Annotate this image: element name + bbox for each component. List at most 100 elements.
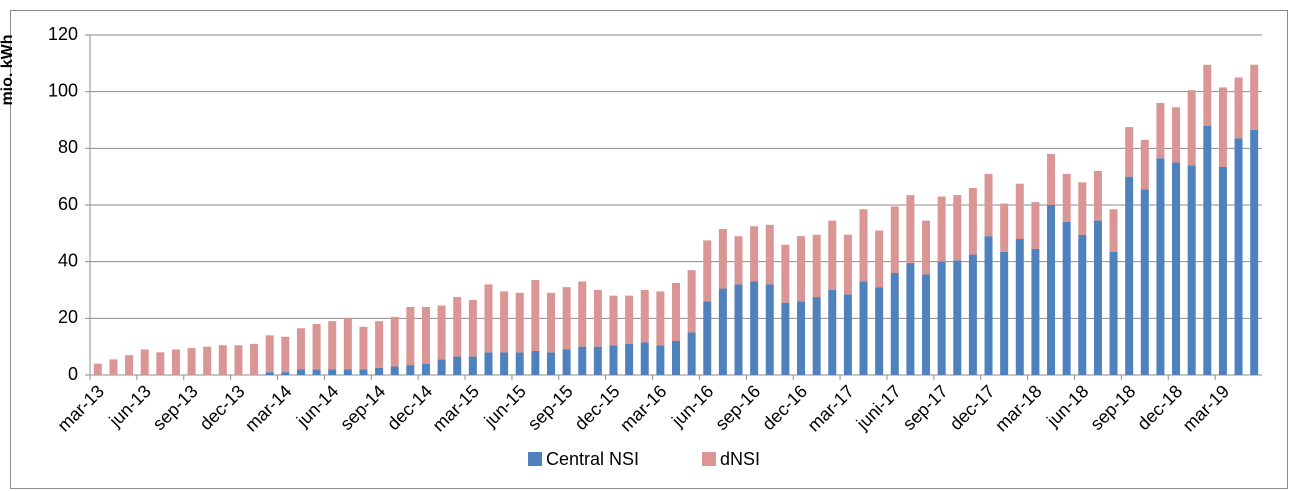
bar [734, 284, 743, 375]
bar [797, 236, 806, 302]
bar [1140, 189, 1149, 375]
bar [437, 359, 446, 375]
bar [546, 352, 555, 375]
bar [625, 295, 634, 344]
bar [1187, 90, 1196, 166]
bar [968, 254, 977, 375]
bar [1125, 127, 1134, 177]
x-tick-label: mar-18 [991, 381, 1045, 435]
bar [140, 349, 149, 375]
bar [578, 281, 587, 347]
bar [1109, 209, 1118, 252]
bar [109, 359, 118, 375]
bar [281, 336, 290, 373]
bar [672, 282, 680, 341]
bar [609, 295, 618, 346]
x-tick-label: dec-18 [1133, 381, 1186, 434]
x-tick-label: mar-14 [241, 381, 295, 435]
bar [468, 356, 477, 375]
y-axis-title: mio. kWh [0, 34, 16, 105]
y-tick-label: 100 [48, 80, 78, 100]
bar [968, 188, 977, 255]
bar [922, 220, 931, 275]
bar [421, 363, 430, 375]
x-tick-label: dec-14 [383, 381, 436, 434]
bar [640, 342, 649, 375]
bar [875, 230, 884, 288]
bar [1250, 129, 1259, 375]
bar [672, 341, 680, 375]
bar [546, 292, 555, 353]
bar [312, 324, 321, 370]
bar [562, 349, 571, 375]
bar [765, 224, 774, 285]
bar [203, 346, 212, 375]
bar [843, 234, 852, 295]
bar [437, 305, 446, 360]
bar [1078, 182, 1087, 235]
bar [171, 349, 180, 375]
bar [484, 352, 493, 375]
x-tick-label: dec-16 [758, 381, 811, 434]
x-tick-label: jun-15 [480, 381, 530, 431]
bar [1172, 162, 1181, 375]
bar [703, 240, 712, 302]
legend-label: dNSI [720, 449, 760, 469]
bar [890, 206, 899, 273]
x-tick-label: jun-16 [667, 381, 717, 431]
bar [531, 280, 540, 351]
x-tick-label: mar-19 [1179, 381, 1233, 435]
bar [609, 345, 618, 375]
x-tick-label: mar-15 [429, 381, 483, 435]
legend-swatch [702, 452, 716, 466]
bar [750, 281, 759, 375]
y-tick-label: 80 [58, 137, 78, 157]
bar [984, 236, 993, 375]
x-tick-label: jun-18 [1042, 381, 1092, 431]
bar [843, 294, 852, 375]
bar [1140, 139, 1149, 190]
bar [156, 352, 165, 375]
bar [890, 273, 899, 375]
x-tick-label: sep-18 [1086, 381, 1139, 434]
x-tick-label: mar-13 [54, 381, 108, 435]
bar [265, 372, 274, 375]
bar [234, 345, 243, 375]
bar [828, 290, 837, 375]
legend-label: Central NSI [546, 449, 639, 469]
x-tick-label: mar-17 [804, 381, 858, 435]
bar [1031, 248, 1040, 375]
bar [906, 263, 915, 375]
bar [359, 369, 368, 375]
bar [187, 348, 196, 375]
x-tick-label: dec-13 [196, 381, 249, 434]
bar [593, 290, 602, 347]
bar [750, 226, 759, 282]
bar [953, 195, 962, 261]
y-tick-label: 40 [58, 250, 78, 270]
bar [1234, 138, 1243, 375]
bar [906, 195, 915, 264]
bar [1093, 171, 1102, 221]
bar [859, 209, 868, 282]
bar [718, 288, 727, 375]
bar [484, 284, 493, 353]
y-tick-label: 0 [68, 364, 78, 384]
bar [1250, 64, 1259, 130]
bar [1156, 103, 1165, 159]
bar [593, 346, 602, 375]
bar [640, 290, 649, 343]
bar [781, 302, 790, 375]
bar [281, 372, 290, 375]
y-tick-label: 60 [58, 194, 78, 214]
bar [687, 332, 696, 375]
bar [812, 234, 821, 298]
bar [875, 287, 884, 375]
bar [1047, 205, 1056, 375]
bar [656, 345, 665, 375]
bar [562, 287, 571, 350]
x-tick-label: sep-13 [149, 381, 202, 434]
bar [500, 352, 509, 375]
x-tick-label: sep-15 [524, 381, 577, 434]
bar [453, 297, 462, 357]
